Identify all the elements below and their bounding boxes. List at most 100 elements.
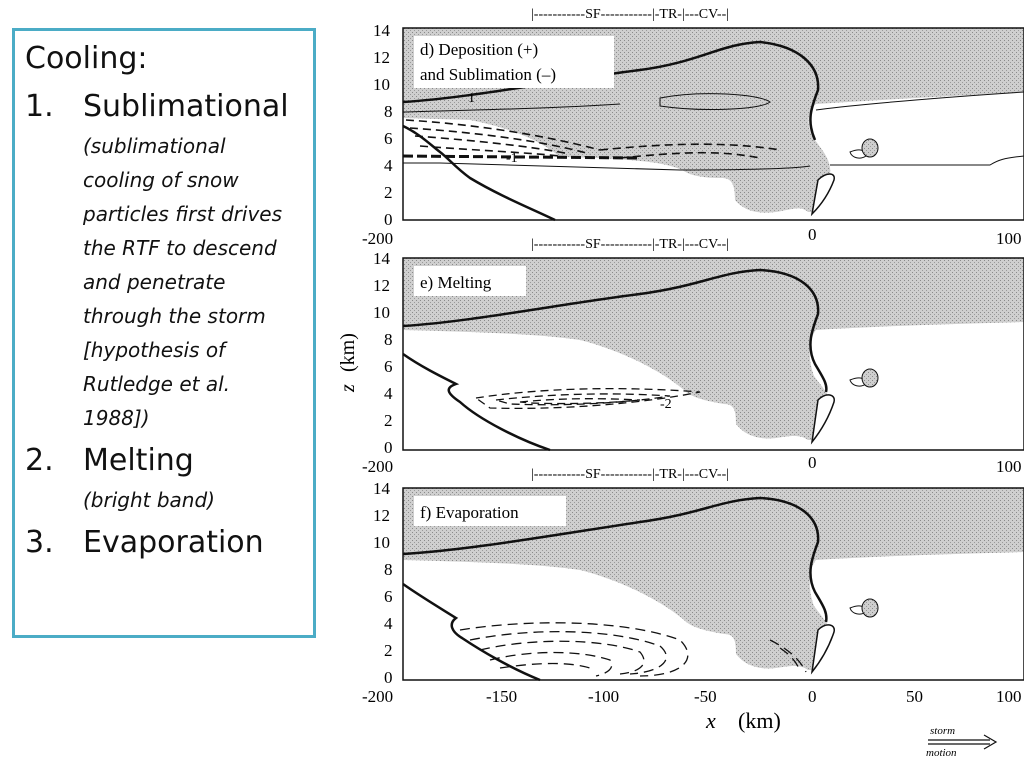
y-tick-f-8: 8: [384, 560, 393, 579]
y-tick-e-4: 4: [384, 384, 393, 403]
item-1-note-line-1: (sublimational: [83, 134, 226, 158]
item-1-note-line-7: [hypothesis of: [83, 338, 226, 362]
x-tick-e-0: 0: [808, 453, 817, 472]
storm-motion-line-2: motion: [926, 747, 957, 759]
x-tick-f-minus200: -200: [362, 687, 393, 706]
text-panel: Cooling: 1. Sublimational (sublimational…: [12, 28, 316, 638]
y-tick-f-6: 6: [384, 587, 393, 606]
panel-e-cold-pool: [402, 352, 551, 452]
panel-e-small-cloud: [861, 368, 879, 388]
panel-f-frame: [402, 487, 1024, 681]
item-3-number: 3.: [25, 525, 54, 560]
panel-d-contour-label-1: 1: [468, 91, 475, 106]
panel-f-cloud-boundary: [402, 496, 828, 623]
x-tick-f-50: 50: [906, 687, 923, 706]
panel-e-title: e) Melting: [420, 273, 492, 292]
x-tick-f-minus100: -100: [588, 687, 619, 706]
y-tick-e-12: 12: [373, 276, 390, 295]
arrow-icon: [928, 734, 998, 750]
region-bar-d: |-----------SF-----------|-TR-|---CV--|: [531, 7, 729, 22]
x-tick-d-0: 0: [808, 225, 817, 244]
item-1-note-line-2: cooling of snow: [83, 168, 239, 192]
panel-d-small-cloud: [861, 138, 879, 158]
y-tick-e-8: 8: [384, 330, 393, 349]
panel-d-thick-dashed: [402, 154, 641, 160]
y-tick-e-6: 6: [384, 357, 393, 376]
y-tick-d-14: 14: [373, 21, 391, 40]
heading: Cooling:: [25, 41, 148, 76]
storm-motion-arrow: storm motion: [926, 725, 998, 759]
x-tick-d-minus200: -200: [362, 229, 393, 248]
panel-d-label-bg: [414, 36, 614, 88]
panel-f: |-----------SF-----------|-TR-|---CV--| …: [362, 467, 1024, 706]
panel-d-title-line-1: d) Deposition (+): [420, 40, 538, 59]
panel-d-dashed-contours: [405, 119, 781, 159]
y-tick-f-12: 12: [373, 506, 390, 525]
panel-d-contour-thin: [402, 103, 621, 113]
item-2-number: 2.: [25, 443, 54, 478]
panel-d-cold-pool: [402, 124, 556, 222]
x-axis-var: x: [705, 708, 716, 733]
item-1-note-line-8: Rutledge et al.: [83, 372, 231, 396]
x-tick-e-100: 100: [996, 457, 1022, 476]
item-1-note-line-9: 1988]): [83, 406, 150, 430]
panel-f-updraft: [810, 624, 835, 675]
item-1-label: Sublimational: [83, 89, 289, 124]
panel-e-frame: [402, 257, 1024, 451]
panel-d-title-line-2: and Sublimation (–): [420, 65, 556, 84]
x-axis-unit: (km): [738, 708, 781, 733]
y-tick-f-4: 4: [384, 614, 393, 633]
y-tick-d-10: 10: [373, 75, 390, 94]
x-tick-f-minus150: -150: [486, 687, 517, 706]
item-2-label: Melting: [83, 443, 194, 478]
y-tick-f-14: 14: [373, 479, 391, 498]
panel-e-contour-label-minus2: -2: [660, 397, 672, 412]
panel-f-small-cloud: [861, 598, 879, 618]
panel-f-title: f) Evaporation: [420, 503, 519, 522]
y-tick-f-10: 10: [373, 533, 390, 552]
x-tick-e-minus200: -200: [362, 457, 393, 476]
panel-e-updraft: [810, 394, 835, 445]
item-1-note-line-6: through the storm: [83, 304, 266, 328]
item-1-note-line-5: and penetrate: [83, 270, 226, 294]
y-axis-var: z: [337, 384, 359, 393]
panel-e-shaded-region: [403, 258, 1024, 440]
item-1-number: 1.: [25, 89, 54, 124]
x-tick-f-0: 0: [808, 687, 817, 706]
panel-d-updraft: [810, 173, 835, 217]
panel-d: |-----------SF-----------|-TR-|---CV--| …: [362, 7, 1024, 248]
panel-e-label-bg: [414, 266, 526, 296]
panel-d-cloud-boundary: [402, 40, 820, 141]
panel-d-contour-label-minus1: -1: [506, 151, 518, 166]
panel-f-label-bg: [414, 496, 566, 526]
y-tick-e-10: 10: [373, 303, 390, 322]
storm-motion-line-1: storm: [930, 725, 955, 737]
panel-e-cloud-boundary: [402, 268, 828, 393]
y-tick-e-0: 0: [384, 438, 393, 457]
y-tick-d-2: 2: [384, 183, 393, 202]
item-1-note-line-4: the RTF to descend: [83, 236, 277, 260]
panel-d-contour-right: [815, 91, 1024, 111]
figure: |-----------SF-----------|-TR-|---CV--| …: [320, 0, 1024, 768]
panel-f-dashed-contours: [459, 622, 807, 677]
panel-e: |-----------SF-----------|-TR-|---CV--| …: [362, 237, 1024, 476]
y-tick-e-2: 2: [384, 411, 393, 430]
panel-d-contour-loop: [659, 93, 771, 110]
item-3-label: Evaporation: [83, 525, 264, 560]
x-tick-d-100: 100: [996, 229, 1022, 248]
item-2-note-line-1: (bright band): [83, 488, 215, 512]
x-tick-f-minus50: -50: [694, 687, 717, 706]
y-axis-title: z (km): [337, 333, 359, 393]
y-tick-f-2: 2: [384, 641, 393, 660]
panel-d-frame: [402, 27, 1024, 221]
x-tick-f-100: 100: [996, 687, 1022, 706]
figure-svg: |-----------SF-----------|-TR-|---CV--| …: [337, 7, 1024, 759]
panel-d-level-line: [403, 155, 1024, 171]
y-tick-d-12: 12: [373, 48, 390, 67]
y-tick-f-0: 0: [384, 668, 393, 687]
y-tick-e-14: 14: [373, 249, 391, 268]
y-tick-d-8: 8: [384, 102, 393, 121]
y-tick-d-0: 0: [384, 210, 393, 229]
region-bar-f: |-----------SF-----------|-TR-|---CV--|: [531, 467, 729, 482]
y-axis-unit: (km): [337, 333, 359, 372]
